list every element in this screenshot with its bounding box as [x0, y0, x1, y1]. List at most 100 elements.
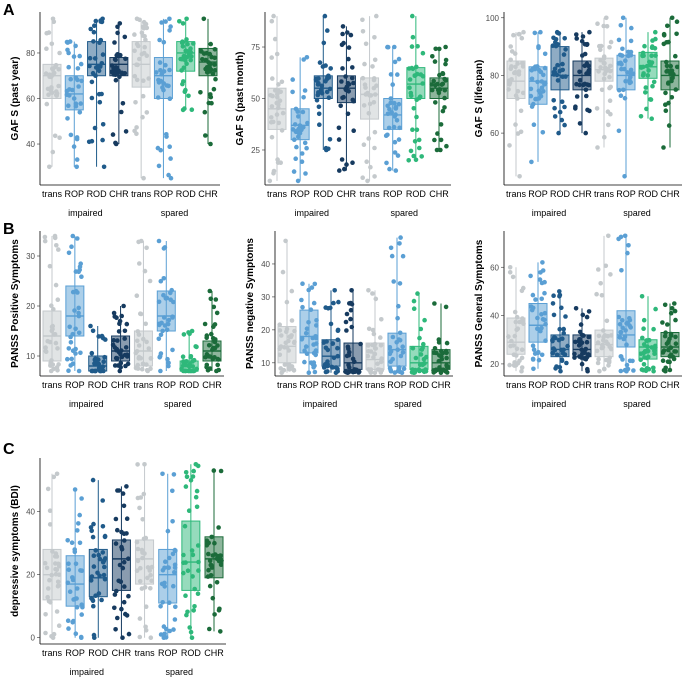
data-point [587, 29, 592, 35]
data-point [528, 273, 533, 279]
box-spared-trans [594, 233, 614, 374]
data-point [75, 528, 80, 533]
data-point [557, 292, 563, 298]
data-point [419, 154, 425, 159]
data-point [385, 44, 391, 50]
data-point [68, 363, 73, 368]
data-point [323, 305, 329, 310]
box-spared-CHR [204, 468, 224, 634]
box-impaired-ROD [88, 323, 108, 374]
data-point [194, 344, 199, 350]
data-point [661, 368, 667, 373]
data-point [112, 363, 118, 368]
box-iqr [431, 349, 451, 370]
data-point [122, 328, 128, 334]
data-point [530, 357, 536, 362]
box-spared-ROD [181, 462, 201, 640]
data-point [123, 129, 129, 134]
data-point [562, 122, 567, 128]
data-point [644, 106, 649, 112]
data-point [328, 321, 334, 327]
data-point [57, 135, 62, 140]
data-point [156, 238, 162, 244]
data-point [184, 16, 189, 22]
data-point [168, 24, 173, 29]
box-spared-ROP [383, 44, 403, 173]
data-point [436, 337, 442, 342]
data-point [74, 157, 80, 162]
data-point [207, 626, 212, 632]
data-point [306, 287, 312, 293]
data-point [74, 164, 79, 170]
data-point [393, 168, 399, 173]
data-point [121, 599, 127, 605]
data-point [79, 612, 84, 617]
data-point [531, 122, 537, 127]
data-point [339, 42, 345, 48]
data-point [148, 635, 154, 640]
x-category-label: ROD [550, 380, 571, 390]
data-point [157, 353, 163, 359]
data-point [420, 50, 426, 56]
data-point [51, 474, 57, 480]
data-point [411, 153, 417, 159]
data-point [290, 77, 296, 82]
data-point [669, 95, 675, 100]
data-point [349, 324, 355, 330]
data-point [529, 104, 535, 109]
x-category-label: ROD [88, 648, 109, 658]
x-category-label: ROP [387, 380, 407, 390]
y-axis-label: depressive symptoms (BDI) [10, 485, 21, 617]
data-point [411, 106, 417, 111]
data-point [183, 470, 189, 475]
x-group-label-spared: spared [161, 208, 189, 218]
data-point [346, 56, 351, 62]
data-point [361, 142, 367, 147]
data-point [89, 528, 94, 534]
data-point [213, 297, 219, 302]
data-point [640, 335, 645, 341]
data-point [188, 478, 194, 483]
data-point [674, 31, 679, 37]
data-point [156, 163, 162, 169]
data-point [551, 98, 556, 103]
data-point [137, 634, 143, 640]
x-category-label: trans [360, 189, 381, 199]
data-point [512, 309, 518, 315]
data-point [606, 363, 611, 368]
data-point [158, 332, 164, 338]
data-point [597, 368, 602, 374]
data-point [89, 79, 95, 85]
x-category-label: CHR [202, 380, 222, 390]
data-point [158, 604, 163, 609]
data-point [599, 87, 605, 93]
data-point [132, 32, 137, 37]
data-point [674, 19, 680, 25]
data-point [392, 139, 398, 145]
box-iqr [65, 285, 85, 337]
data-point [557, 365, 563, 370]
data-point [663, 108, 669, 113]
x-category-label: CHR [337, 189, 357, 199]
data-point [158, 368, 163, 374]
data-point [269, 55, 275, 60]
data-point [180, 21, 186, 26]
data-point [73, 631, 79, 636]
data-point [291, 367, 297, 373]
data-point [295, 178, 301, 184]
data-point [515, 361, 521, 366]
data-point [384, 160, 389, 166]
box-impaired-ROD [550, 289, 570, 374]
data-point [410, 127, 415, 132]
data-point [214, 580, 220, 585]
data-point [643, 85, 649, 90]
x-category-label: ROD [409, 380, 430, 390]
data-point [625, 366, 631, 372]
data-point [667, 359, 672, 365]
data-point [198, 90, 203, 95]
data-point [69, 244, 74, 249]
data-point [75, 236, 80, 241]
data-point [302, 140, 308, 146]
